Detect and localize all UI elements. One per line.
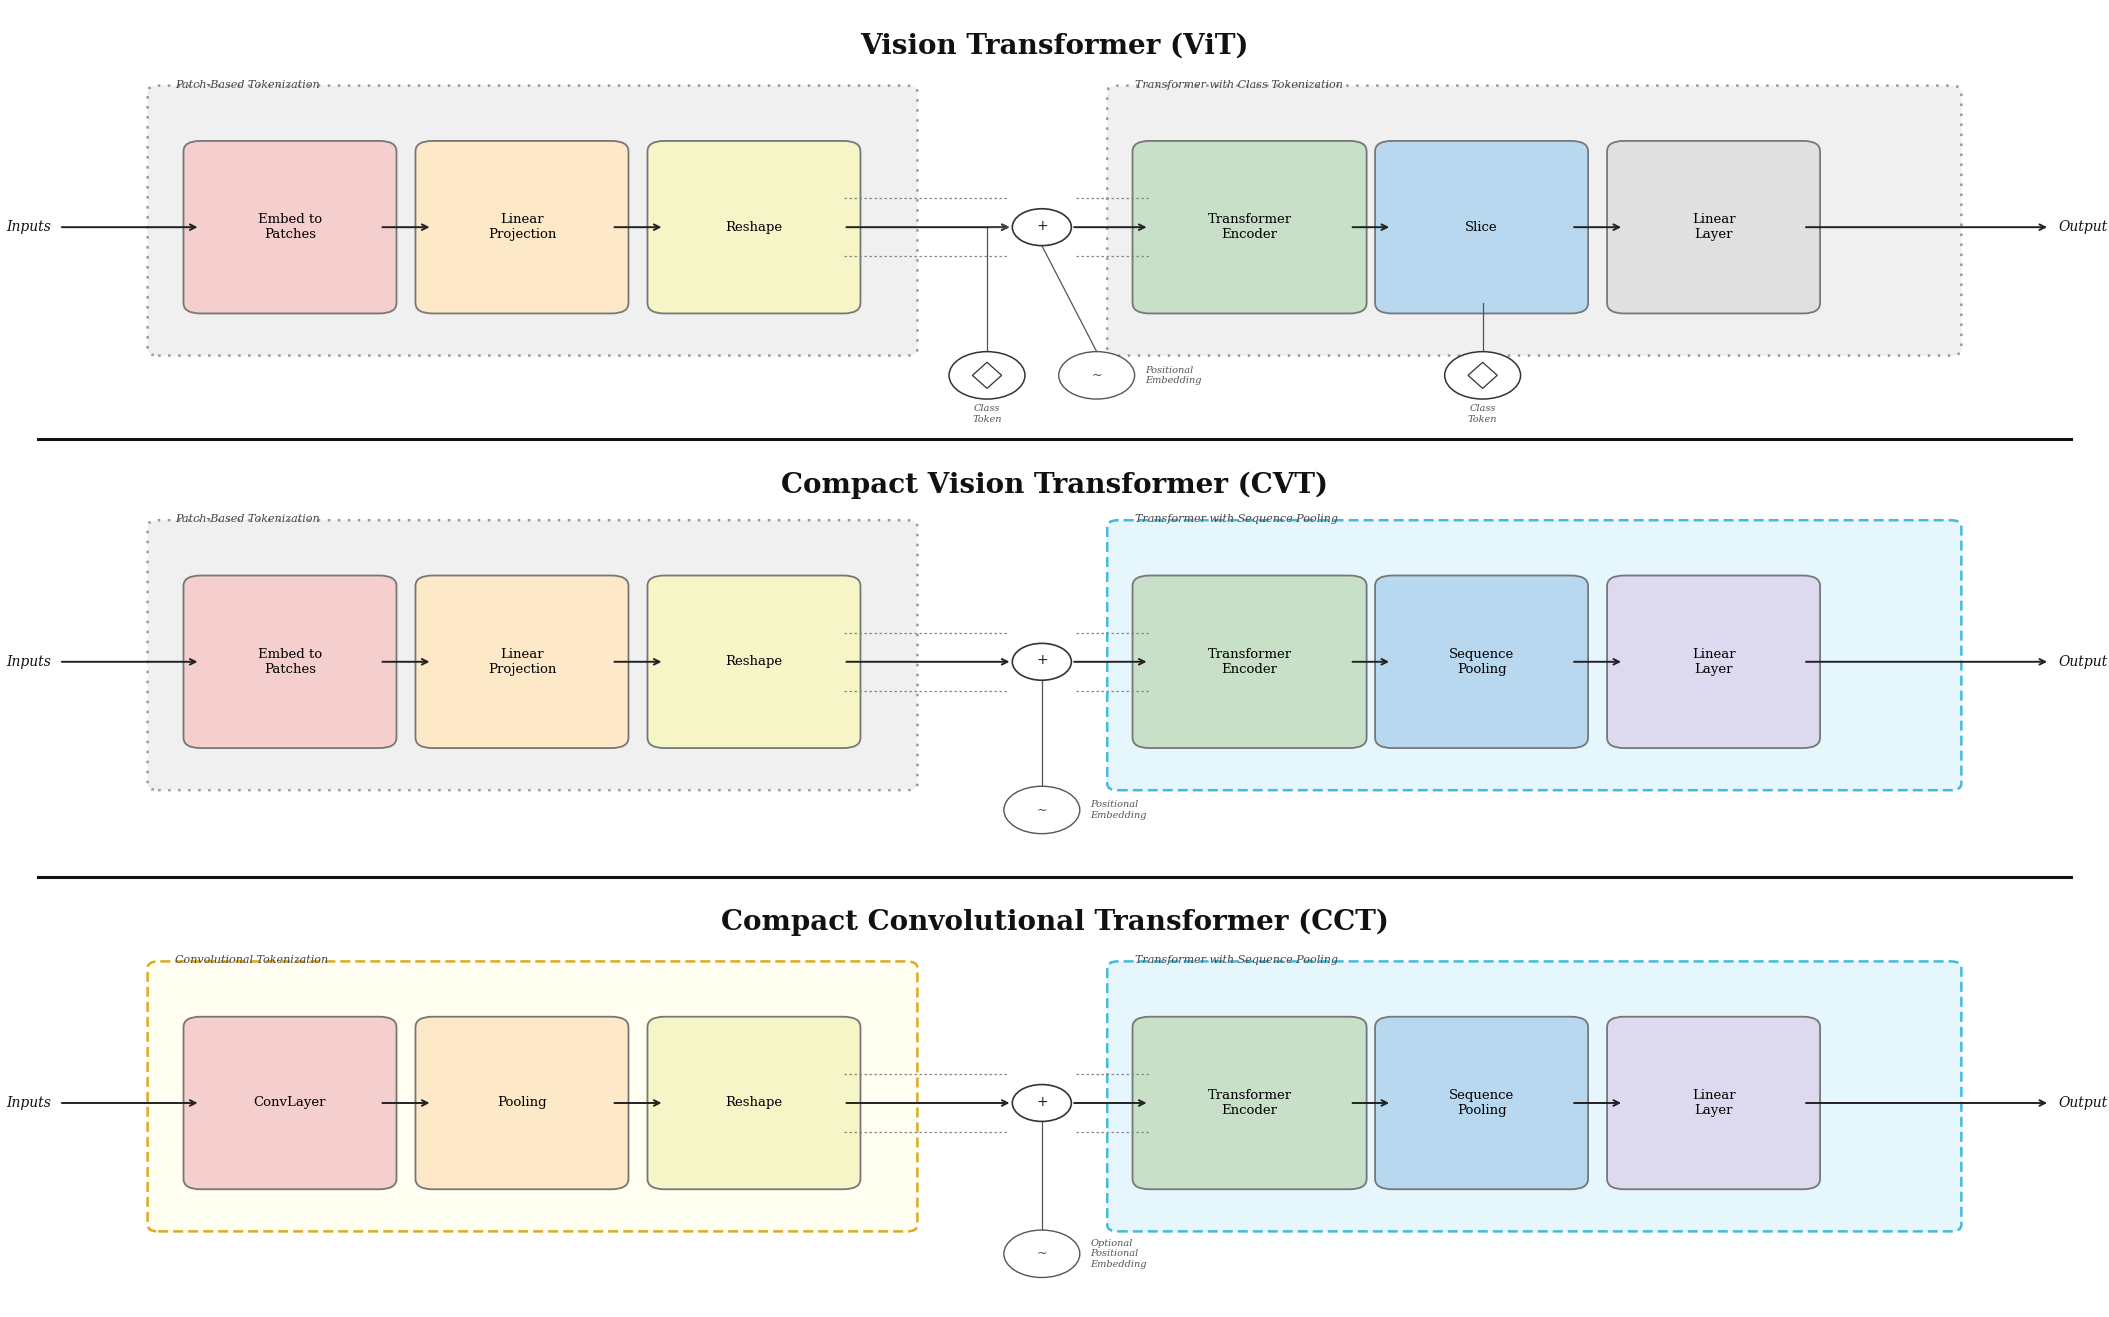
Text: ~: ~ xyxy=(1038,803,1046,817)
Text: Output: Output xyxy=(2058,1096,2107,1110)
FancyBboxPatch shape xyxy=(1107,86,1961,356)
Text: Linear
Layer: Linear Layer xyxy=(1691,213,1736,241)
FancyBboxPatch shape xyxy=(1375,1017,1588,1189)
FancyBboxPatch shape xyxy=(148,520,917,790)
Circle shape xyxy=(1059,352,1135,399)
FancyBboxPatch shape xyxy=(183,576,396,748)
Text: ~: ~ xyxy=(1092,369,1101,382)
FancyBboxPatch shape xyxy=(647,1017,860,1189)
Circle shape xyxy=(1004,1230,1080,1277)
Text: Vision Transformer (ViT): Vision Transformer (ViT) xyxy=(860,33,1249,61)
Text: Linear
Layer: Linear Layer xyxy=(1691,648,1736,676)
Circle shape xyxy=(1012,644,1071,680)
Text: Positional
Embedding: Positional Embedding xyxy=(1090,801,1147,819)
Text: Transformer with Sequence Pooling: Transformer with Sequence Pooling xyxy=(1135,514,1337,524)
FancyBboxPatch shape xyxy=(415,576,628,748)
Text: Transformer
Encoder: Transformer Encoder xyxy=(1208,648,1291,676)
Text: Embed to
Patches: Embed to Patches xyxy=(257,648,323,676)
Text: +: + xyxy=(1036,1094,1048,1109)
Text: Linear
Layer: Linear Layer xyxy=(1691,1089,1736,1117)
Text: Linear
Projection: Linear Projection xyxy=(487,213,557,241)
FancyBboxPatch shape xyxy=(1607,1017,1820,1189)
Text: +: + xyxy=(1036,219,1048,233)
Text: Class
Token: Class Token xyxy=(1468,404,1497,424)
Text: Pooling: Pooling xyxy=(498,1097,546,1109)
Text: Transformer with Class Tokenization: Transformer with Class Tokenization xyxy=(1135,79,1343,90)
Text: Transformer
Encoder: Transformer Encoder xyxy=(1208,213,1291,241)
FancyBboxPatch shape xyxy=(1607,576,1820,748)
Text: ~: ~ xyxy=(1038,1247,1046,1260)
Text: Output: Output xyxy=(2058,220,2107,234)
Text: ConvLayer: ConvLayer xyxy=(253,1097,327,1109)
Text: Patch-Based Tokenization: Patch-Based Tokenization xyxy=(175,79,321,90)
Text: Reshape: Reshape xyxy=(725,1097,782,1109)
FancyBboxPatch shape xyxy=(1375,141,1588,313)
Text: Reshape: Reshape xyxy=(725,221,782,233)
FancyBboxPatch shape xyxy=(415,1017,628,1189)
FancyBboxPatch shape xyxy=(1133,141,1367,313)
FancyBboxPatch shape xyxy=(1133,576,1367,748)
Text: Compact Vision Transformer (CVT): Compact Vision Transformer (CVT) xyxy=(780,471,1329,499)
Text: +: + xyxy=(1036,653,1048,668)
Text: Linear
Projection: Linear Projection xyxy=(487,648,557,676)
FancyBboxPatch shape xyxy=(1133,1017,1367,1189)
Text: Convolutional Tokenization: Convolutional Tokenization xyxy=(175,955,329,965)
Circle shape xyxy=(1012,1085,1071,1121)
FancyBboxPatch shape xyxy=(1607,141,1820,313)
FancyBboxPatch shape xyxy=(1107,520,1961,790)
Text: Inputs: Inputs xyxy=(6,1096,51,1110)
Text: Patch-Based Tokenization: Patch-Based Tokenization xyxy=(175,514,321,524)
Text: Transformer with Sequence Pooling: Transformer with Sequence Pooling xyxy=(1135,955,1337,965)
Circle shape xyxy=(1012,208,1071,245)
Text: Output: Output xyxy=(2058,655,2107,669)
Circle shape xyxy=(1004,786,1080,834)
FancyBboxPatch shape xyxy=(183,1017,396,1189)
Text: Inputs: Inputs xyxy=(6,655,51,669)
Text: Positional
Embedding: Positional Embedding xyxy=(1145,366,1202,385)
Circle shape xyxy=(949,352,1025,399)
Circle shape xyxy=(1445,352,1521,399)
FancyBboxPatch shape xyxy=(148,86,917,356)
Text: Reshape: Reshape xyxy=(725,656,782,668)
Text: Sequence
Pooling: Sequence Pooling xyxy=(1449,1089,1514,1117)
Text: Class
Token: Class Token xyxy=(972,404,1002,424)
Text: Optional
Positional
Embedding: Optional Positional Embedding xyxy=(1090,1239,1147,1268)
Text: Sequence
Pooling: Sequence Pooling xyxy=(1449,648,1514,676)
Text: Slice: Slice xyxy=(1466,221,1497,233)
Text: Inputs: Inputs xyxy=(6,220,51,234)
FancyBboxPatch shape xyxy=(415,141,628,313)
FancyBboxPatch shape xyxy=(183,141,396,313)
Text: Transformer
Encoder: Transformer Encoder xyxy=(1208,1089,1291,1117)
FancyBboxPatch shape xyxy=(647,141,860,313)
FancyBboxPatch shape xyxy=(1107,961,1961,1231)
Text: Embed to
Patches: Embed to Patches xyxy=(257,213,323,241)
FancyBboxPatch shape xyxy=(647,576,860,748)
FancyBboxPatch shape xyxy=(148,961,917,1231)
Text: Compact Convolutional Transformer (CCT): Compact Convolutional Transformer (CCT) xyxy=(721,909,1388,936)
FancyBboxPatch shape xyxy=(1375,576,1588,748)
